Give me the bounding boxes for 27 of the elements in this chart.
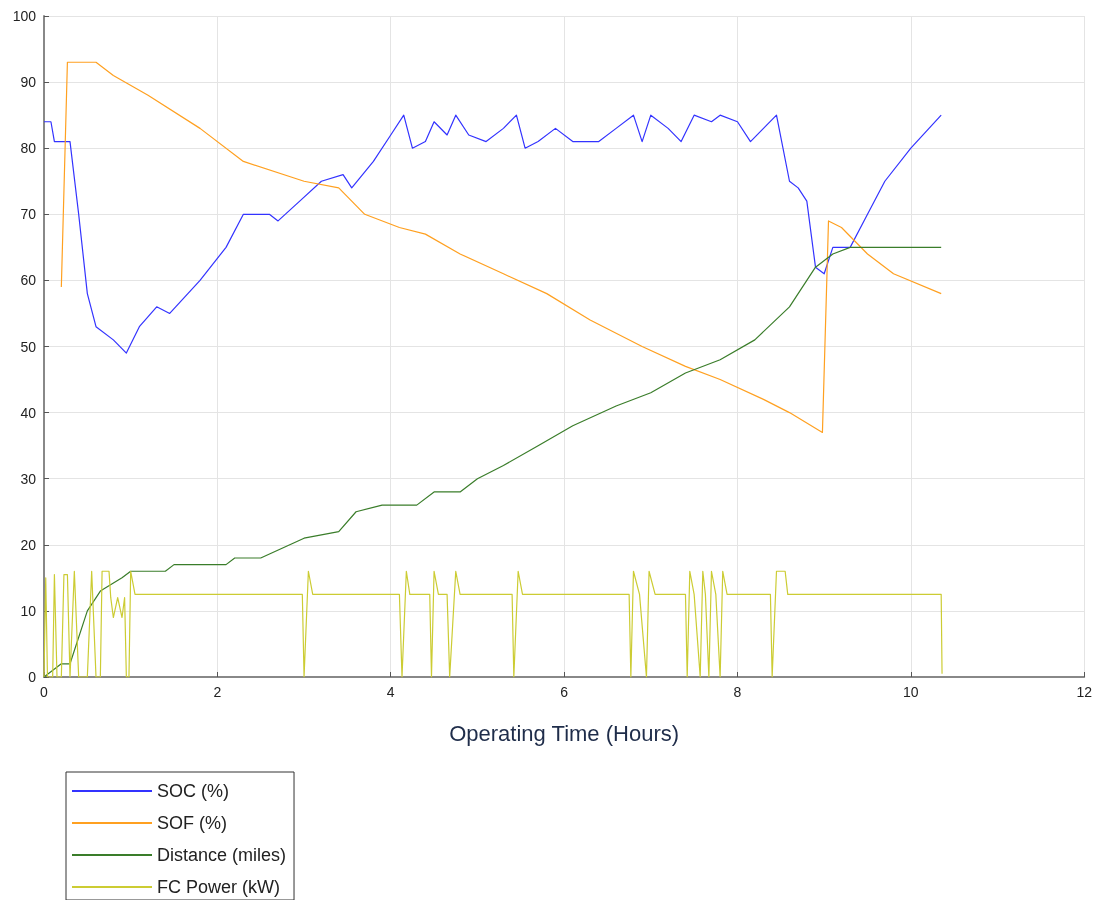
x-tick-label: 2 <box>213 684 222 700</box>
x-axis-title: Operating Time (Hours) <box>449 720 680 746</box>
line-series <box>43 246 942 678</box>
x-tick-label: 8 <box>733 684 742 700</box>
legend-label: SOC (%) <box>157 781 229 801</box>
x-tick-label: 10 <box>903 684 919 700</box>
x-tick-label: 12 <box>1076 684 1093 700</box>
y-tick-label: 0 <box>28 669 37 685</box>
line-series <box>43 114 942 354</box>
y-tick-label: 30 <box>20 470 37 487</box>
x-tick-label: 0 <box>40 684 49 700</box>
legend-label: SOF (%) <box>157 813 227 833</box>
y-tick-label: 40 <box>20 404 37 421</box>
y-tick-label: 50 <box>20 338 37 355</box>
y-tick-label: 90 <box>20 74 37 91</box>
y-tick-label: 100 <box>12 8 37 24</box>
y-tick-label: 60 <box>20 272 37 289</box>
legend-label: Distance (miles) <box>157 845 287 865</box>
x-tick-label: 4 <box>386 684 395 700</box>
x-tick-label: 6 <box>560 684 569 700</box>
y-tick-label: 70 <box>20 206 37 223</box>
y-tick-label: 80 <box>20 140 37 157</box>
line-series <box>60 61 942 434</box>
y-tick-label: 10 <box>20 602 37 619</box>
y-tick-label: 20 <box>20 536 37 553</box>
legend-label: FC Power (kW) <box>157 877 280 897</box>
line-series <box>43 570 943 678</box>
